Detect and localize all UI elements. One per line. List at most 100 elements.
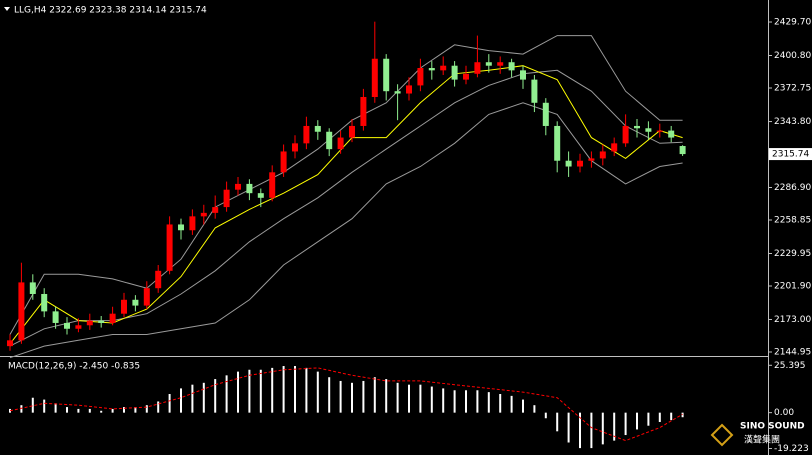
candle-body bbox=[634, 125, 640, 129]
candle-body bbox=[451, 65, 458, 80]
candle-body bbox=[303, 125, 310, 144]
y-tick-label: 25.395 bbox=[774, 361, 806, 371]
macd-bar bbox=[430, 386, 433, 413]
macd-bar bbox=[465, 390, 467, 413]
macd-bar bbox=[499, 394, 502, 413]
logo-subtext: 漢聲集團 bbox=[744, 434, 780, 446]
candle-body bbox=[599, 151, 606, 159]
candle-body bbox=[143, 288, 150, 306]
macd-bar bbox=[54, 403, 57, 413]
macd-bar bbox=[157, 401, 160, 413]
y-tick-label: 2229.95 bbox=[774, 249, 811, 259]
candle-body bbox=[485, 62, 492, 66]
macd-bar bbox=[282, 366, 285, 413]
y-tick-label: 2286.90 bbox=[774, 183, 811, 193]
candle-body bbox=[337, 137, 344, 150]
candle-body bbox=[383, 58, 390, 92]
macd-bar bbox=[670, 412, 673, 421]
candle-body bbox=[41, 293, 48, 312]
macd-bar bbox=[202, 382, 205, 413]
macd-bar bbox=[20, 405, 23, 413]
macd-bar bbox=[624, 412, 627, 436]
macd-bar bbox=[111, 408, 114, 413]
macd-bar bbox=[168, 394, 171, 413]
candle-body bbox=[155, 270, 162, 289]
macd-bar bbox=[442, 388, 445, 413]
candle-body bbox=[7, 340, 13, 347]
macd-bar bbox=[351, 382, 353, 413]
candle-body bbox=[668, 130, 675, 138]
macd-bar bbox=[362, 380, 365, 413]
macd-bar bbox=[180, 388, 182, 413]
candle-body bbox=[679, 146, 686, 155]
macd-bar bbox=[31, 397, 34, 413]
chart-title: LLG,H4 2322.69 2323.38 2314.14 2315.74 bbox=[14, 6, 207, 16]
candle-body bbox=[645, 128, 652, 132]
candle-body bbox=[52, 311, 59, 323]
indicator-line bbox=[9, 367, 683, 442]
macd-bar bbox=[237, 371, 239, 413]
macd-bar bbox=[145, 405, 148, 413]
macd-bar bbox=[419, 384, 422, 413]
candle-body bbox=[257, 193, 264, 198]
indicator-line bbox=[9, 102, 683, 359]
candle-body bbox=[235, 183, 241, 190]
macd-bar bbox=[636, 412, 638, 430]
macd-bar bbox=[522, 399, 524, 413]
candle-body bbox=[314, 125, 321, 132]
y-tick-label: 2372.75 bbox=[774, 84, 811, 94]
candle-body bbox=[246, 183, 253, 194]
candle-body bbox=[463, 73, 469, 80]
candle-body bbox=[178, 224, 184, 231]
current-price-label: 2315.74 bbox=[772, 150, 809, 160]
macd-bar bbox=[77, 408, 80, 413]
candle-body bbox=[611, 143, 618, 152]
candle-body bbox=[326, 131, 333, 150]
macd-title: MACD(12,26,9) -2.450 -0.835 bbox=[8, 362, 140, 372]
candle-body bbox=[166, 224, 173, 271]
candle-body bbox=[121, 299, 127, 314]
macd-bar bbox=[533, 405, 536, 413]
candle-body bbox=[280, 151, 287, 173]
candle-body bbox=[565, 160, 572, 167]
candle-body bbox=[292, 143, 298, 152]
candle-body bbox=[75, 325, 82, 329]
macd-bar bbox=[328, 377, 331, 413]
y-tick-label: 2144.95 bbox=[774, 347, 811, 357]
candle-body bbox=[86, 320, 93, 326]
macd-bar bbox=[567, 412, 570, 443]
candle-body bbox=[223, 189, 230, 208]
macd-bar bbox=[294, 366, 296, 413]
macd-bar bbox=[66, 407, 68, 413]
logo-icon bbox=[710, 423, 734, 447]
candle-body bbox=[98, 320, 105, 323]
candle-body bbox=[29, 282, 36, 294]
y-tick-label: 2201.90 bbox=[774, 281, 811, 291]
macd-bar bbox=[453, 390, 456, 413]
macd-bar bbox=[339, 380, 342, 413]
macd-bar bbox=[43, 399, 46, 413]
macd-bar bbox=[316, 371, 319, 413]
y-tick-label: 0.00 bbox=[774, 408, 794, 418]
candle-body bbox=[440, 65, 447, 71]
y-tick-label: 2173.00 bbox=[774, 315, 811, 325]
candle-body bbox=[64, 322, 70, 329]
y-tick-label: 2258.85 bbox=[774, 215, 811, 225]
y-tick-label: -19.223 bbox=[774, 444, 809, 454]
candle-body bbox=[360, 96, 367, 126]
candle-body bbox=[577, 160, 583, 167]
macd-bar bbox=[134, 407, 137, 413]
macd-bar bbox=[408, 384, 410, 413]
candle-body bbox=[109, 313, 116, 323]
macd-bar bbox=[123, 407, 125, 413]
candle-body bbox=[349, 125, 355, 138]
macd-bar bbox=[248, 369, 251, 413]
menu-icon bbox=[4, 7, 10, 11]
macd-bar bbox=[225, 375, 228, 413]
candle-body bbox=[18, 282, 25, 341]
candle-body bbox=[417, 68, 424, 86]
macd-bar bbox=[88, 408, 91, 413]
candle-body bbox=[212, 207, 219, 213]
